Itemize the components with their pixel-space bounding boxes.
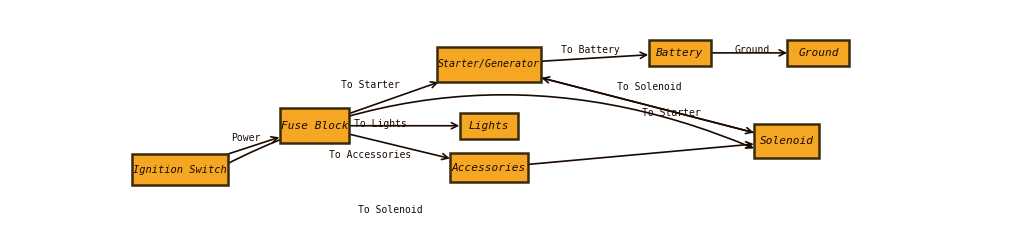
FancyBboxPatch shape (754, 124, 819, 158)
FancyBboxPatch shape (451, 153, 528, 183)
FancyBboxPatch shape (131, 154, 227, 185)
FancyBboxPatch shape (437, 47, 541, 82)
FancyBboxPatch shape (648, 40, 711, 66)
Text: Starter/Generator: Starter/Generator (438, 60, 540, 69)
Text: Battery: Battery (656, 48, 703, 58)
Text: Power: Power (230, 133, 260, 143)
Text: Fuse Block: Fuse Block (281, 121, 348, 131)
Text: Solenoid: Solenoid (760, 136, 814, 146)
Text: Ground: Ground (798, 48, 839, 58)
FancyBboxPatch shape (460, 113, 518, 139)
Text: Accessories: Accessories (452, 163, 526, 173)
Text: To Lights: To Lights (354, 119, 407, 129)
Text: Ground: Ground (734, 45, 769, 55)
Text: Lights: Lights (469, 121, 509, 131)
Text: To Solenoid: To Solenoid (617, 82, 682, 92)
Text: To Solenoid: To Solenoid (357, 205, 422, 215)
Text: To Starter: To Starter (341, 80, 399, 90)
Text: To Battery: To Battery (561, 45, 621, 55)
Text: Ignition Switch: Ignition Switch (133, 165, 226, 175)
FancyBboxPatch shape (280, 108, 349, 143)
FancyBboxPatch shape (787, 40, 849, 66)
Text: To Starter: To Starter (642, 108, 701, 118)
Text: To Accessories: To Accessories (329, 150, 412, 160)
